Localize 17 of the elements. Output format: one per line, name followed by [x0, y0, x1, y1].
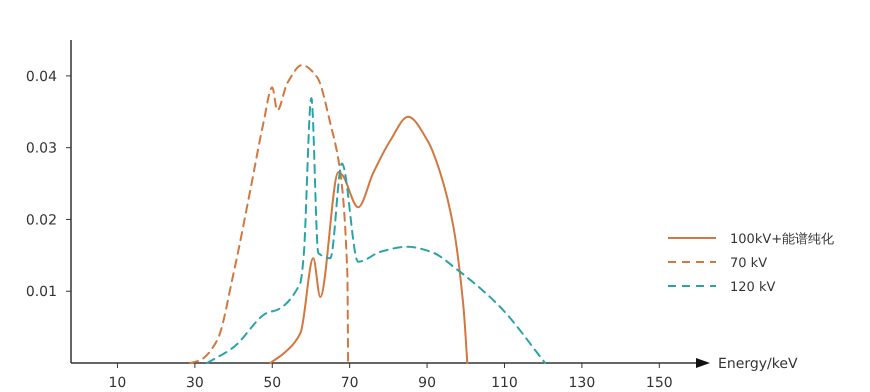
x-tick-label: 130	[568, 375, 596, 391]
x-tick-label: 150	[646, 375, 673, 391]
x-tick-label: 10	[108, 375, 126, 391]
x-tick-label: 50	[263, 375, 282, 391]
legend-label: 100kV+能谱纯化	[730, 232, 834, 247]
y-tick-label: 0.01	[26, 284, 57, 300]
x-axis-title: Energy/keV	[718, 356, 798, 372]
x-tick-label: 110	[491, 375, 518, 391]
x-tick-label: 30	[186, 375, 204, 391]
y-tick-label: 0.04	[26, 68, 58, 85]
legend-label: 120 kV	[730, 280, 776, 295]
y-tick-label: 0.02	[26, 212, 57, 228]
legend-label: 70 kV	[730, 256, 768, 271]
line-series	[206, 97, 546, 364]
x-tick-label: 70	[340, 375, 359, 391]
y-tick-label: 0.03	[26, 140, 57, 157]
x-tick-label: 90	[418, 375, 436, 391]
